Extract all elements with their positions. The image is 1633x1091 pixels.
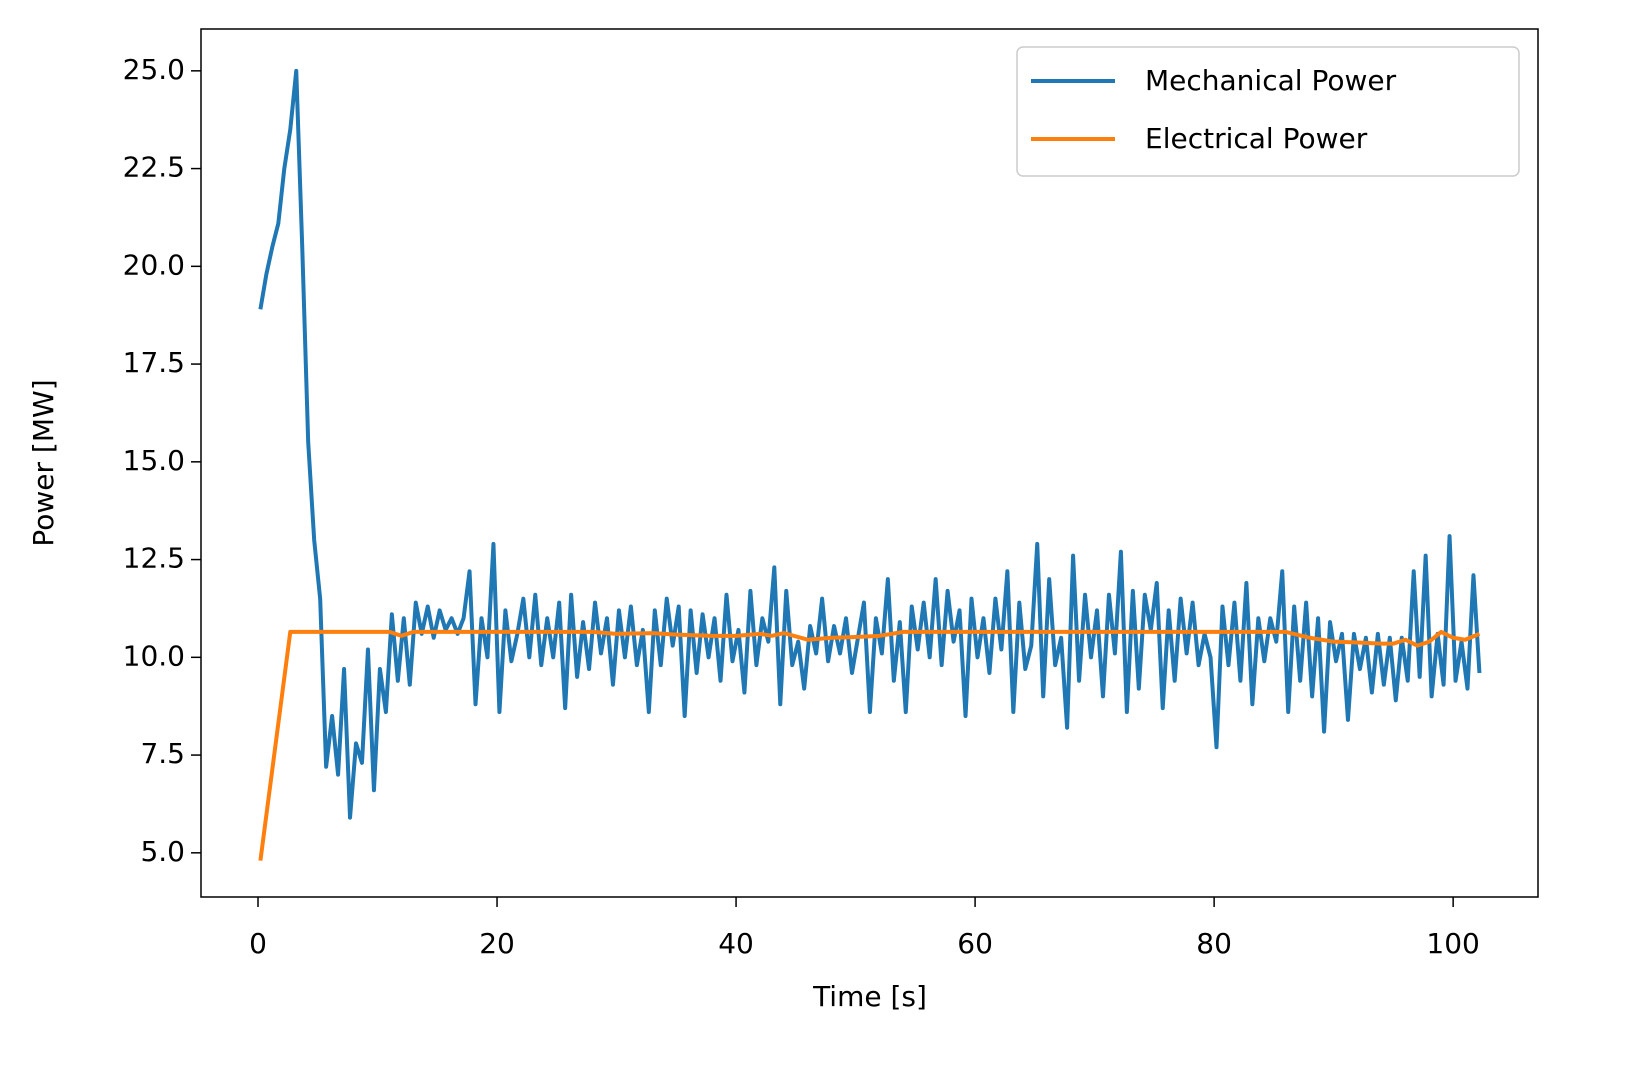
y-tick-label: 7.5: [140, 737, 185, 770]
y-tick-label: 22.5: [123, 151, 185, 184]
legend-box: [1016, 46, 1520, 177]
x-tick-label: 0: [249, 927, 267, 960]
data-line: [258, 629, 1481, 861]
y-tick-label: 15.0: [123, 444, 185, 477]
plot-frame: [200, 28, 1539, 898]
x-tick-label: 40: [718, 927, 754, 960]
y-tick-label: 17.5: [123, 346, 185, 379]
y-axis-label: Power [MW]: [27, 379, 60, 546]
x-tick-label: 100: [1426, 927, 1479, 960]
y-tick-label: 10.0: [123, 639, 185, 672]
x-tick-label: 60: [957, 927, 993, 960]
y-tick-label: 25.0: [123, 53, 185, 86]
x-tick-label: 80: [1196, 927, 1232, 960]
x-tick-label: 20: [479, 927, 515, 960]
data-line: [258, 68, 1482, 820]
legend-label: Mechanical Power: [1145, 64, 1397, 97]
x-axis-label: Time [s]: [812, 980, 927, 1013]
y-tick-label: 5.0: [140, 835, 185, 868]
y-tick-label: 12.5: [123, 542, 185, 575]
legend-label: Electrical Power: [1145, 122, 1368, 155]
y-tick-label: 20.0: [123, 248, 185, 281]
